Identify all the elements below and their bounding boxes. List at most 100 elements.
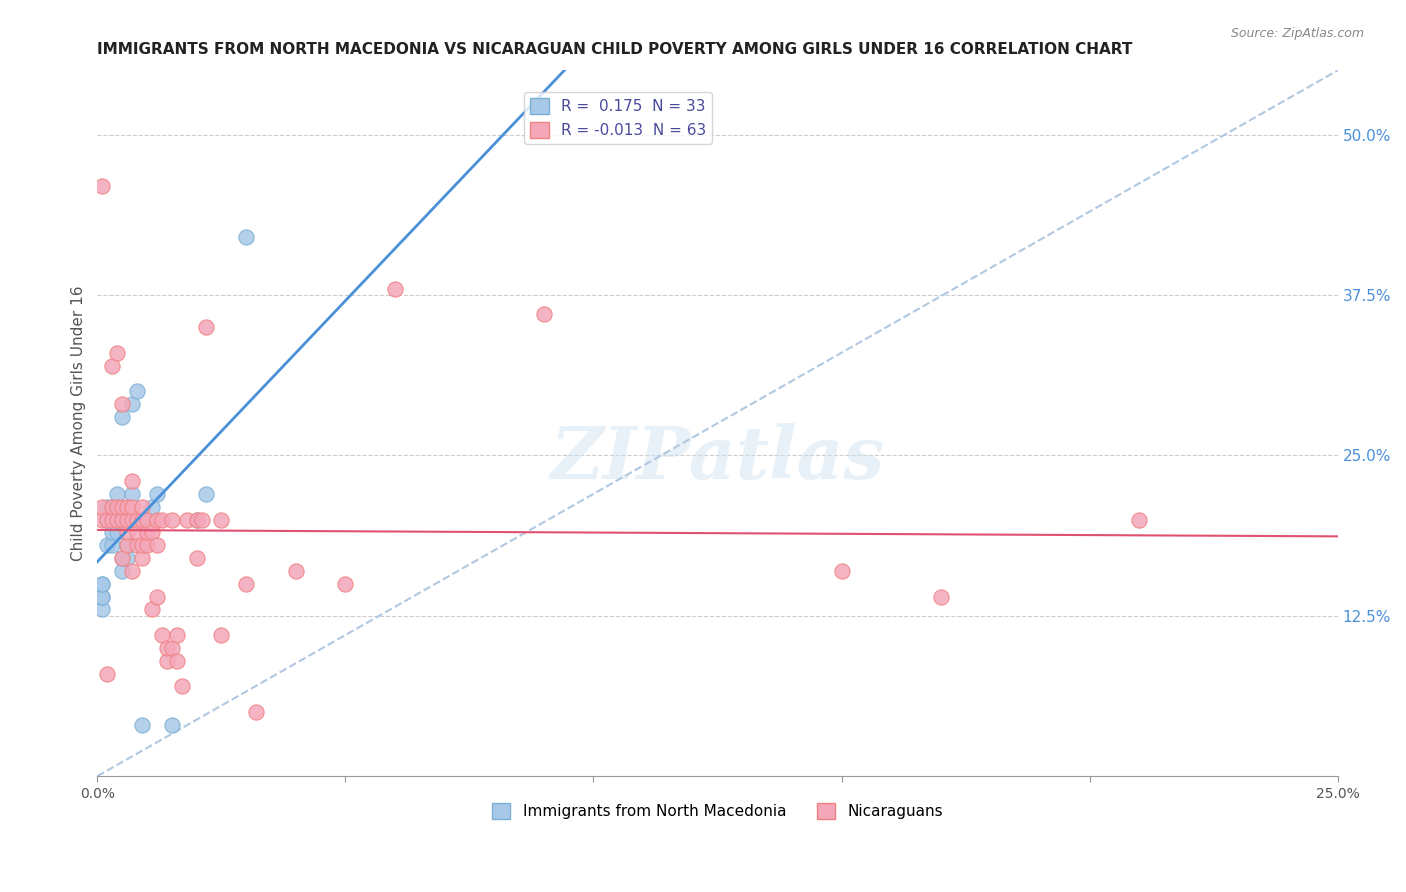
Point (111, 500, 134, 514)
Point (111, 397, 134, 411)
Point (146, 512, 169, 526)
Point (160, 512, 183, 526)
Point (146, 538, 169, 552)
Point (929, 590, 952, 604)
Point (235, 230, 257, 244)
Point (136, 525, 159, 540)
Point (176, 512, 198, 526)
Point (125, 538, 148, 552)
Point (101, 500, 124, 514)
Point (160, 640, 183, 655)
Point (166, 628, 188, 642)
Point (831, 564, 853, 578)
Point (91, 576, 114, 591)
Point (96, 512, 118, 526)
Point (121, 487, 143, 501)
Text: IMMIGRANTS FROM NORTH MACEDONIA VS NICARAGUAN CHILD POVERTY AMONG GIRLS UNDER 16: IMMIGRANTS FROM NORTH MACEDONIA VS NICAR… (97, 42, 1133, 57)
Point (235, 576, 257, 591)
Point (96, 538, 118, 552)
Point (115, 500, 138, 514)
Point (91, 590, 114, 604)
Point (131, 500, 153, 514)
Point (105, 525, 128, 540)
Point (101, 359, 124, 373)
Point (146, 487, 169, 501)
Point (115, 512, 138, 526)
Point (533, 307, 555, 321)
Legend: Immigrants from North Macedonia, Nicaraguans: Immigrants from North Macedonia, Nicarag… (486, 797, 949, 825)
Point (96, 512, 118, 526)
Point (105, 487, 128, 501)
Point (101, 500, 124, 514)
Point (91, 500, 114, 514)
Point (91, 178, 114, 193)
Point (136, 512, 159, 526)
Point (156, 654, 179, 668)
Point (209, 628, 232, 642)
Point (141, 602, 163, 616)
Point (96, 512, 118, 526)
Point (166, 654, 188, 668)
Point (105, 512, 128, 526)
Point (105, 345, 128, 359)
Point (96, 666, 118, 681)
Point (131, 551, 153, 566)
Point (111, 512, 134, 526)
Point (141, 500, 163, 514)
Point (105, 500, 128, 514)
Point (245, 705, 267, 719)
Point (170, 679, 193, 693)
Point (125, 525, 148, 540)
Point (121, 397, 143, 411)
Point (186, 512, 208, 526)
Point (91, 576, 114, 591)
Y-axis label: Child Poverty Among Girls Under 16: Child Poverty Among Girls Under 16 (72, 285, 86, 561)
Point (190, 512, 212, 526)
Point (91, 512, 114, 526)
Point (1128, 512, 1150, 526)
Point (284, 564, 307, 578)
Text: ZIPatlas: ZIPatlas (550, 423, 884, 494)
Point (121, 564, 143, 578)
Point (131, 538, 153, 552)
Point (209, 512, 232, 526)
Point (131, 512, 153, 526)
Point (111, 551, 134, 566)
Point (101, 512, 124, 526)
Point (105, 512, 128, 526)
Point (186, 551, 208, 566)
Point (121, 474, 143, 488)
Point (111, 564, 134, 578)
Point (115, 538, 138, 552)
Point (125, 512, 148, 526)
Point (111, 551, 134, 566)
Point (156, 640, 179, 655)
Point (91, 602, 114, 616)
Point (186, 512, 208, 526)
Point (131, 718, 153, 732)
Point (91, 590, 114, 604)
Point (111, 512, 134, 526)
Point (384, 282, 406, 296)
Point (150, 512, 173, 526)
Point (125, 384, 148, 399)
Point (335, 576, 357, 591)
Point (101, 512, 124, 526)
Point (160, 718, 183, 732)
Point (115, 525, 138, 540)
Point (136, 512, 159, 526)
Point (150, 628, 173, 642)
Point (111, 409, 134, 424)
Point (136, 538, 159, 552)
Point (195, 320, 218, 334)
Point (195, 487, 218, 501)
Point (101, 525, 124, 540)
Point (101, 538, 124, 552)
Point (141, 525, 163, 540)
Text: Source: ZipAtlas.com: Source: ZipAtlas.com (1230, 27, 1364, 40)
Point (121, 512, 143, 526)
Point (96, 500, 118, 514)
Point (146, 590, 169, 604)
Point (115, 538, 138, 552)
Point (121, 500, 143, 514)
